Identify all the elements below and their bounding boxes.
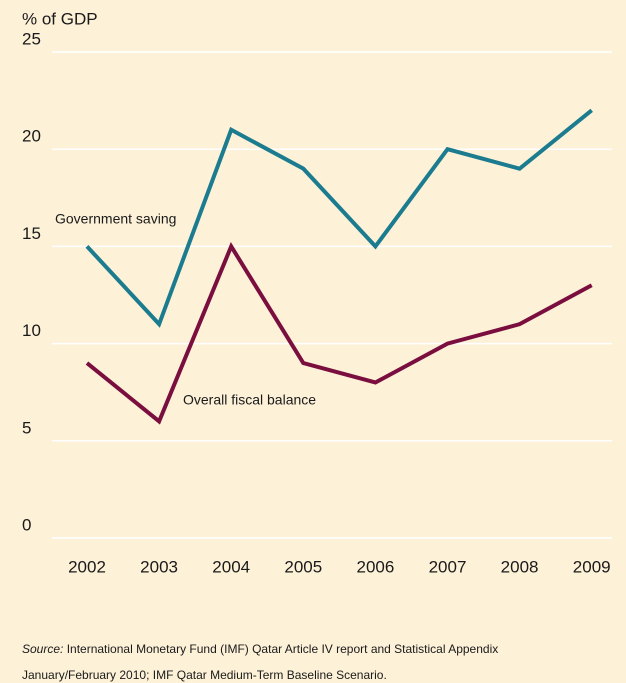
- series-line: [85, 242, 593, 425]
- source-text: January/February 2010; IMF Qatar Medium-…: [22, 668, 387, 682]
- y-tick-label: 10: [22, 321, 41, 340]
- x-tick-label: 2009: [573, 557, 611, 576]
- x-tick-label: 2006: [356, 557, 394, 576]
- source: Source: International Monetary Fund (IMF…: [22, 642, 498, 656]
- series-label: Government saving: [55, 211, 176, 227]
- y-tick-label: 15: [22, 224, 41, 243]
- x-tick-label: 2002: [68, 557, 106, 576]
- x-tick-label: 2003: [140, 557, 178, 576]
- x-tick-label: 2004: [212, 557, 250, 576]
- series-line: [85, 108, 593, 328]
- y-axis-label: % of GDP: [22, 9, 98, 28]
- y-tick-label: 5: [22, 418, 31, 437]
- y-tick-label: 0: [22, 515, 31, 534]
- series-label: Overall fiscal balance: [183, 392, 316, 408]
- x-tick-label: 2008: [501, 557, 539, 576]
- y-tick-label: 25: [22, 29, 41, 48]
- x-tick-label: 2007: [429, 557, 467, 576]
- y-tick-label: 20: [22, 127, 41, 146]
- source-text: International Monetary Fund (IMF) Qatar …: [63, 642, 498, 656]
- source-label: Source:: [22, 642, 63, 656]
- x-tick-label: 2005: [284, 557, 322, 576]
